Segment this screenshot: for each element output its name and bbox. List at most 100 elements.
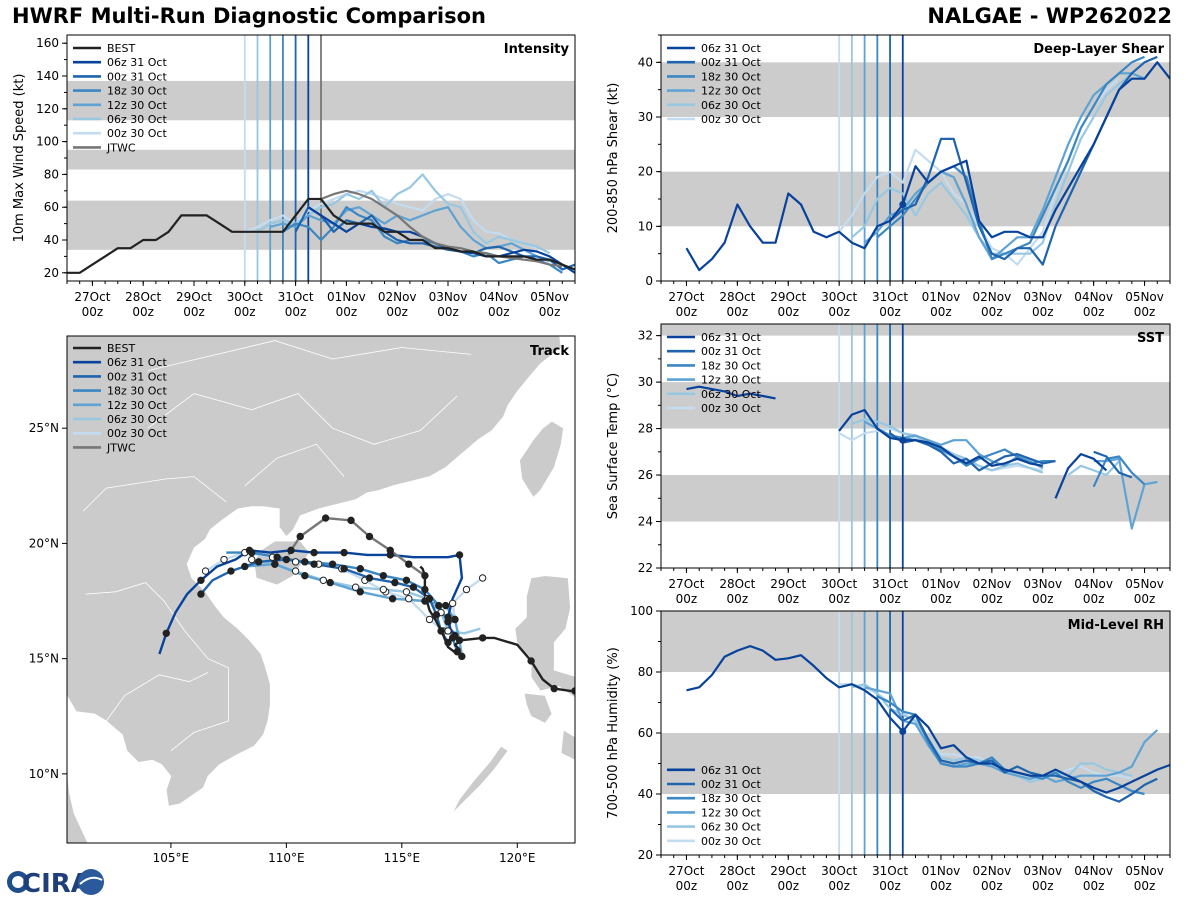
rh-xtick-label: 01Nov	[922, 864, 961, 878]
track-point-00z-31-oct	[310, 560, 318, 568]
track-point-00z-30-oct	[291, 558, 300, 566]
shear-ytick-label: 30	[638, 110, 653, 124]
shear-xtick-label: 01Nov	[922, 290, 961, 304]
rh-xtick-sublabel: 00z	[727, 879, 749, 893]
track-point-00z-30-oct	[462, 585, 471, 594]
track-point-18z-30-oct	[273, 553, 281, 561]
intensity-xtick-label: 30Oct	[227, 290, 263, 304]
storm-name-title: NALGAE - WP262022	[927, 4, 1172, 28]
rh-xtick-label: 05Nov	[1125, 864, 1164, 878]
track-point-06z-30-oct	[444, 627, 452, 635]
track-point-12z-30-oct	[271, 560, 279, 568]
sst-series-00z-31-oct	[1093, 450, 1133, 479]
track-point-00z-30-oct	[448, 599, 457, 608]
track-legend-label-00z-30-oct: 00z 30 Oct	[107, 427, 167, 440]
sst-xtick-sublabel: 00z	[1134, 592, 1156, 606]
intensity-legend-label-00z-30-oct: 00z 30 Oct	[107, 127, 167, 140]
intensity-legend-label-00z-31-oct: 00z 31 Oct	[107, 70, 167, 83]
sst-xtick-sublabel: 00z	[777, 592, 799, 606]
shear-plot-area	[661, 35, 1170, 281]
track-point-12z-30-oct	[301, 571, 309, 580]
sst-xtick-label: 05Nov	[1125, 577, 1164, 591]
intensity-xtick-label: 31Oct	[278, 290, 314, 304]
track-legend-label-best: BEST	[107, 342, 135, 355]
rh-ytick-label: 40	[638, 787, 653, 801]
intensity-ytick-label: 120	[36, 102, 59, 116]
intensity-xtick-sublabel: 00z	[488, 305, 510, 319]
intensity-xtick-label: 01Nov	[327, 290, 366, 304]
sst-series-06z-31-oct	[1054, 453, 1108, 499]
sst-legend-label-00z-30-oct: 00z 30 Oct	[701, 402, 761, 415]
sst-legend-label-06z-31-oct: 06z 31 Oct	[701, 331, 761, 344]
track-point-06z-30-oct	[351, 583, 360, 591]
track-point-18z-30-oct	[379, 571, 388, 580]
intensity-xtick-label: 28Oct	[125, 290, 161, 304]
sst-ytick-label: 32	[638, 329, 653, 343]
intensity-xtick-label: 02Nov	[378, 290, 417, 304]
track-legend-label-jtwc: JTWC	[106, 441, 136, 454]
intensity-legend-label-18z-30-oct: 18z 30 Oct	[107, 85, 167, 98]
track-point-00z-31-oct	[254, 558, 263, 566]
track-point-best	[478, 634, 487, 642]
shear-panel-title: Deep-Layer Shear	[1033, 42, 1164, 57]
track-frame	[66, 335, 576, 844]
sst-xtick-sublabel: 00z	[828, 592, 850, 606]
rh-xtick-label: 04Nov	[1074, 864, 1113, 878]
track-point-12z-30-oct	[458, 652, 466, 661]
land-mainland	[67, 336, 562, 807]
intensity-xtick-label: 05Nov	[530, 290, 569, 304]
intensity-legend-label-best: BEST	[107, 42, 135, 55]
intensity-xtick-label: 27Oct	[74, 290, 110, 304]
intensity-legend-label-12z-30-oct: 12z 30 Oct	[107, 99, 167, 112]
sst-ytick-label: 24	[638, 515, 653, 529]
track-point-00z-30-oct	[478, 574, 487, 582]
rh-legend-label-12z-30-oct: 12z 30 Oct	[701, 806, 761, 819]
rh-xtick-label: 03Nov	[1023, 864, 1062, 878]
sst-xtick-label: 29Oct	[770, 577, 806, 591]
track-point-jtwc	[321, 514, 330, 522]
shear-panel: 01020304027Oct00z28Oct00z29Oct00z30Oct00…	[606, 34, 1171, 319]
intensity-xtick-sublabel: 00z	[132, 305, 154, 319]
shear-xtick-sublabel: 00z	[930, 305, 952, 319]
track-xtick-label: 115°E	[384, 851, 421, 865]
sst-current-marker	[899, 436, 907, 444]
sst-xtick-label: 02Nov	[972, 577, 1011, 591]
track-point-18z-30-oct	[301, 558, 309, 566]
track-ytick-label: 20°N	[29, 536, 59, 550]
shear-xtick-label: 02Nov	[972, 290, 1011, 304]
sst-ytick-label: 22	[638, 561, 653, 575]
intensity-xtick-sublabel: 00z	[183, 305, 205, 319]
admin-border	[85, 582, 230, 752]
sst-xtick-sublabel: 00z	[930, 592, 952, 606]
track-point-12z-30-oct	[388, 595, 397, 603]
track-point-00z-31-oct	[197, 590, 205, 598]
intensity-series-best	[67, 197, 575, 274]
shear-xtick-label: 27Oct	[668, 290, 704, 304]
intensity-ylabel: 10m Max Wind Speed (kt)	[12, 74, 27, 243]
rh-xtick-sublabel: 00z	[828, 879, 850, 893]
shear-xtick-sublabel: 00z	[981, 305, 1003, 319]
rh-legend-label-06z-31-oct: 06z 31 Oct	[701, 764, 761, 777]
track-point-06z-30-oct	[379, 585, 388, 594]
sst-ylabel: Sea Surface Temp (°C)	[606, 373, 621, 520]
shear-legend-label-06z-30-oct: 06z 30 Oct	[701, 99, 761, 112]
rh-legend-label-00z-30-oct: 00z 30 Oct	[701, 835, 761, 848]
shear-legend-label-00z-31-oct: 00z 31 Oct	[701, 56, 761, 69]
rh-xtick-sublabel: 00z	[879, 879, 901, 893]
track-point-18z-30-oct	[328, 560, 337, 568]
rh-ytick-label: 80	[638, 665, 653, 679]
intensity-ytick-label: 40	[44, 233, 59, 247]
rh-band	[661, 611, 1170, 672]
rh-xtick-sublabel: 00z	[1083, 879, 1105, 893]
cira-logo: CIRA	[7, 869, 104, 898]
sst-series-06z-31-oct	[838, 408, 1044, 467]
intensity-ytick-label: 160	[36, 36, 59, 50]
intensity-legend-label-06z-30-oct: 06z 30 Oct	[107, 113, 167, 126]
sst-panel: 22242628303227Oct00z28Oct00z29Oct00z30Oc…	[606, 323, 1171, 606]
shear-xtick-sublabel: 00z	[777, 305, 799, 319]
